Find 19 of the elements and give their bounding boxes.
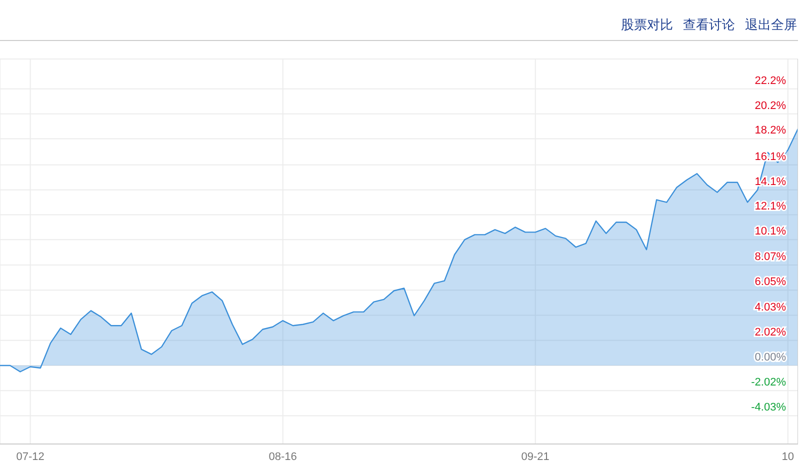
y-tick-label: 4.03%: [754, 301, 786, 314]
y-tick-label: 18.2%: [754, 124, 786, 137]
y-tick-label: 8.07%: [754, 250, 786, 263]
y-tick-label: 0.00%: [754, 352, 786, 364]
y-tick-label: 10.1%: [754, 226, 786, 238]
y-tick-label: 20.2%: [754, 100, 786, 112]
y-tick-label: -2.02%: [751, 376, 786, 389]
x-tick-label: 09-21: [521, 450, 550, 463]
text: 查看讨论: [683, 17, 735, 34]
x-tick-label: 07-12: [16, 450, 44, 463]
x-tick-label: 08-16: [268, 450, 297, 463]
y-tick-label: -4.03%: [751, 402, 786, 414]
y-tick-label: 22.2%: [754, 74, 786, 87]
y-tick-label: 2.02%: [754, 326, 786, 338]
text: 股票对比: [621, 17, 673, 34]
y-tick-label: 12.1%: [754, 200, 786, 213]
text: 退出全屏: [745, 17, 797, 34]
x-tick-label: 10: [782, 450, 794, 463]
y-tick-label: 6.05%: [754, 276, 786, 288]
